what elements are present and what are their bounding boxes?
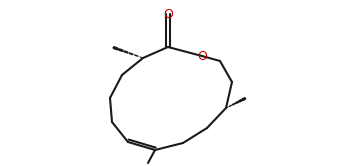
Text: O: O bbox=[197, 49, 207, 63]
Text: O: O bbox=[163, 7, 173, 20]
